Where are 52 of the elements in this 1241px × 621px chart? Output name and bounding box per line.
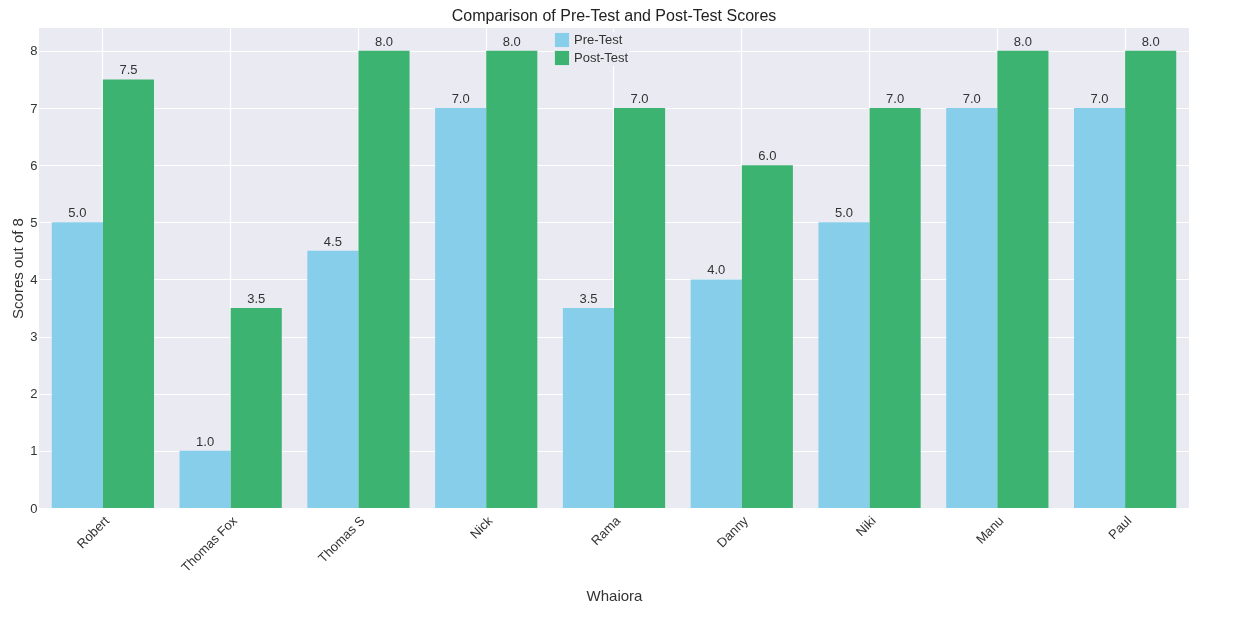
data-label: 8.0 xyxy=(374,33,394,49)
data-label: 7.0 xyxy=(886,91,905,106)
bar xyxy=(486,50,538,508)
data-label: 7.0 xyxy=(630,91,649,106)
data-label: 8.0 xyxy=(1141,33,1160,49)
data-label: 3.5 xyxy=(579,291,598,306)
y-tick-label: 8 xyxy=(30,43,38,59)
bar xyxy=(307,250,359,508)
data-label: 8.0 xyxy=(1013,33,1032,49)
bar xyxy=(614,108,666,508)
x-tick-label: Nick xyxy=(466,512,496,542)
bar xyxy=(997,50,1049,508)
bar xyxy=(179,450,231,508)
y-tick-label: 1 xyxy=(30,443,38,459)
data-label: 6.0 xyxy=(758,148,777,164)
bar xyxy=(946,108,998,508)
chart-title: Comparison of Pre-Test and Post-Test Scores xyxy=(451,7,777,24)
data-label: 7.5 xyxy=(119,62,138,78)
bar xyxy=(741,165,793,508)
y-tick-label: 4 xyxy=(30,271,38,287)
y-tick-label: 2 xyxy=(30,386,38,402)
data-label: 7.0 xyxy=(1090,91,1109,106)
bar xyxy=(230,308,282,508)
y-axis-title: Scores out of 8 xyxy=(9,218,27,319)
data-label: 4.5 xyxy=(323,233,342,249)
x-axis-title: Whaiora xyxy=(586,586,644,604)
data-label: 5.0 xyxy=(68,205,87,221)
bar xyxy=(818,222,870,508)
data-label: 5.0 xyxy=(834,205,854,221)
y-tick-label: 5 xyxy=(30,214,38,230)
data-label: 1.0 xyxy=(196,433,215,449)
data-label: 7.0 xyxy=(451,91,470,106)
bar xyxy=(435,108,487,508)
legend-label: Pre-Test xyxy=(574,32,623,47)
bar xyxy=(1125,50,1177,508)
bar xyxy=(358,50,410,508)
data-label: 7.0 xyxy=(962,91,981,106)
bar xyxy=(690,279,742,508)
bar xyxy=(1074,108,1126,508)
y-tick-label: 3 xyxy=(30,329,38,345)
bar xyxy=(51,222,103,508)
bar xyxy=(102,79,154,508)
y-tick-label: 6 xyxy=(30,157,38,173)
x-tick-label: Niki xyxy=(852,513,879,540)
legend-label: Post-Test xyxy=(574,50,629,65)
bar xyxy=(562,308,614,508)
data-label: 4.0 xyxy=(707,262,726,278)
y-tick-label: 7 xyxy=(30,100,38,116)
y-tick-label: 0 xyxy=(30,500,38,516)
data-label: 8.0 xyxy=(502,33,521,49)
data-label: 3.5 xyxy=(247,291,266,306)
bar xyxy=(869,108,921,508)
